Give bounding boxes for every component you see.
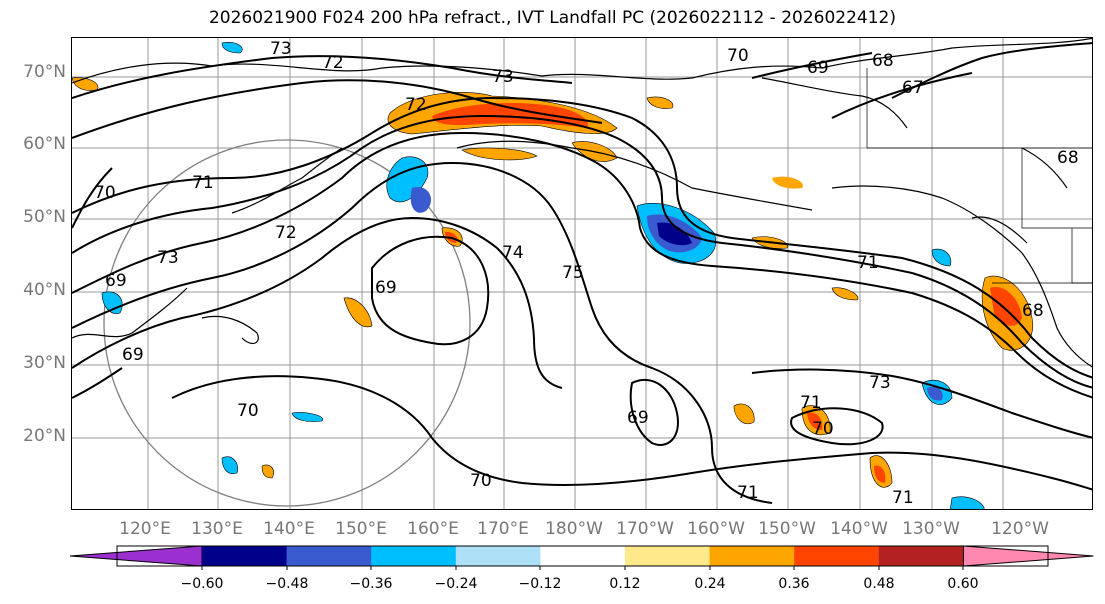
colorbar-tick-label: −0.60 [180, 576, 224, 592]
lon-label: 170°W [616, 519, 674, 539]
colorbar-tick-label: −0.36 [349, 576, 393, 592]
colorbar-extend-max [962, 545, 1094, 567]
colorbar-segment [455, 546, 541, 566]
lat-label: 70°N [23, 62, 66, 82]
borders [866, 68, 1092, 284]
contour-label: 70 [94, 183, 116, 203]
colorbar-segment [878, 546, 964, 566]
colorbar-tick-label: 0.12 [609, 576, 641, 592]
lon-label: 140°W [830, 519, 888, 539]
lon-label: 150°W [758, 519, 816, 539]
contour-label: 74 [502, 243, 524, 263]
contour-label-group: 73 72 70 69 68 67 68 72 73 70 71 73 69 7… [94, 39, 1079, 508]
contour-label: 75 [562, 263, 584, 283]
colorbar-tick-label: −0.12 [518, 576, 562, 592]
contour-label: 73 [869, 373, 891, 393]
lon-label: 160°E [407, 519, 459, 539]
lat-label: 50°N [23, 207, 66, 227]
lat-label: 40°N [23, 280, 66, 300]
contour-label: 70 [812, 419, 834, 439]
colorbar-tick-marks [201, 566, 964, 570]
contours [72, 42, 1092, 504]
colorbar-tick-label: −0.48 [265, 576, 309, 592]
lon-label: 130°E [191, 519, 243, 539]
map-title: 2026021900 F024 200 hPa refract., IVT La… [208, 8, 896, 28]
contour-label: 70 [470, 471, 492, 491]
contour-label: 73 [270, 39, 292, 59]
lon-label: 140°E [263, 519, 315, 539]
lat-label: 30°N [23, 353, 66, 373]
contour-label: 68 [1022, 301, 1044, 321]
anomaly-shading [72, 42, 1034, 509]
lon-label: 170°E [477, 519, 529, 539]
reference-circle [103, 139, 471, 507]
contour-label: 69 [122, 345, 144, 365]
colorbar-segments [69, 545, 1094, 567]
contour-label: 70 [237, 401, 259, 421]
lon-label: 150°E [335, 519, 387, 539]
colorbar-tick-label: −0.24 [434, 576, 478, 592]
contour-label: 71 [892, 488, 914, 508]
lat-label: 20°N [23, 426, 66, 446]
lat-label: 60°N [23, 134, 66, 154]
colorbar-tick-label: 0.36 [778, 576, 810, 592]
contour-label: 69 [627, 408, 649, 428]
contour-label: 72 [405, 95, 427, 115]
contour-label: 69 [807, 58, 829, 78]
contour-label: 68 [1057, 148, 1079, 168]
colorbar [69, 545, 1094, 570]
colorbar-segment [286, 546, 372, 566]
contour-label: 69 [375, 278, 397, 298]
lon-label: 180°W [545, 519, 603, 539]
contour-label: 71 [800, 393, 822, 413]
colorbar-tick-label: 0.60 [947, 576, 979, 592]
colorbar-segment [371, 546, 457, 566]
contour-label: 73 [492, 67, 514, 87]
colorbar-extend-min [69, 545, 203, 567]
colorbar-segment [625, 546, 711, 566]
contour-label: 72 [275, 223, 297, 243]
contour-label: 72 [322, 53, 344, 73]
colorbar-tick-label: 0.24 [694, 576, 726, 592]
contour-label: 70 [727, 46, 749, 66]
contour-label: 71 [737, 483, 759, 503]
map-canvas: 73 72 70 69 68 67 68 72 73 70 71 73 69 7… [72, 38, 1092, 509]
colorbar-segment [709, 546, 795, 566]
map-panel[interactable]: 73 72 70 69 68 67 68 72 73 70 71 73 69 7… [71, 37, 1093, 510]
contour-label: 69 [105, 271, 127, 291]
contour-label: 71 [192, 173, 214, 193]
lon-label: 130°W [902, 519, 960, 539]
colorbar-segment [202, 546, 288, 566]
contour-label: 67 [902, 78, 924, 98]
contour-label: 73 [157, 248, 179, 268]
colorbar-tick-label: 0.48 [863, 576, 895, 592]
coastlines [72, 38, 1092, 368]
contour-label: 71 [857, 253, 879, 273]
lon-label: 120°W [991, 519, 1049, 539]
colorbar-segment [794, 546, 880, 566]
lon-label: 120°E [119, 519, 171, 539]
lon-label: 160°W [687, 519, 745, 539]
contour-label: 68 [872, 51, 894, 71]
colorbar-segment [540, 546, 626, 566]
